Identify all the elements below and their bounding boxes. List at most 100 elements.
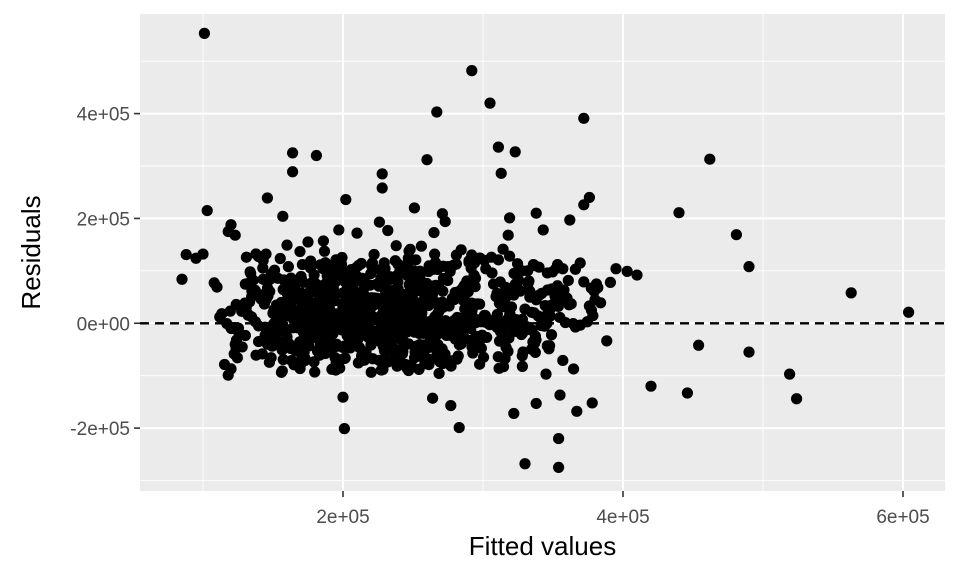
residual-point	[408, 296, 421, 308]
residual-point	[315, 295, 327, 307]
residual-point	[375, 364, 387, 376]
residual-point	[540, 368, 552, 380]
residual-point	[337, 341, 349, 354]
residual-point	[231, 352, 243, 364]
residual-point	[294, 245, 306, 258]
residual-point	[693, 339, 705, 351]
residual-point	[397, 335, 410, 347]
residual-point	[366, 292, 378, 304]
residual-point	[385, 337, 397, 350]
residual-point	[604, 276, 617, 288]
residual-point	[263, 336, 276, 348]
residual-point	[445, 360, 457, 372]
residual-point	[673, 207, 685, 219]
residual-point	[278, 322, 291, 335]
residual-point	[299, 341, 311, 354]
residual-point	[229, 229, 241, 241]
residual-point	[242, 309, 254, 321]
residual-point	[493, 362, 505, 374]
residual-point	[404, 243, 416, 255]
residual-point	[328, 288, 340, 301]
residual-point	[373, 216, 385, 228]
residual-point	[282, 261, 294, 273]
residual-point	[263, 356, 276, 368]
residual-point	[532, 310, 544, 322]
residual-point	[379, 271, 391, 283]
plot-panel	[140, 14, 945, 491]
residual-point	[176, 273, 188, 285]
residual-point	[453, 421, 465, 434]
residual-point	[290, 316, 303, 329]
residual-point	[396, 348, 409, 360]
residual-point	[562, 274, 574, 287]
residual-point	[180, 248, 192, 261]
residual-point	[553, 432, 565, 445]
residual-point	[299, 354, 311, 367]
residual-point	[432, 280, 445, 292]
residual-point	[342, 317, 354, 329]
residual-point	[463, 256, 475, 269]
residual-point	[336, 287, 349, 299]
residual-point	[302, 328, 314, 340]
residual-point	[445, 399, 457, 412]
residual-point	[356, 272, 368, 284]
residual-point	[553, 461, 565, 474]
residual-point	[287, 166, 299, 178]
residual-point	[578, 112, 590, 124]
residual-point	[592, 282, 604, 294]
residual-point	[379, 263, 391, 275]
residual-point	[407, 265, 420, 277]
residual-point	[845, 287, 857, 299]
residual-point	[211, 281, 223, 293]
residual-point	[530, 207, 542, 219]
residual-point	[466, 341, 478, 353]
residual-point	[784, 368, 796, 380]
residual-point	[216, 308, 228, 320]
y-tick-label: 4e+05	[77, 105, 130, 126]
residual-point	[533, 261, 545, 273]
residual-point	[537, 224, 549, 236]
residual-point	[464, 321, 476, 334]
residual-point	[545, 329, 558, 341]
residual-point	[391, 360, 403, 372]
residual-point	[391, 286, 404, 298]
residual-point	[571, 405, 583, 417]
residual-point	[275, 366, 288, 378]
x-tick-label: 4e+05	[596, 507, 649, 528]
residual-point	[390, 240, 402, 252]
residual-point	[225, 363, 237, 375]
residual-point	[450, 249, 462, 261]
residual-point	[364, 279, 376, 291]
residual-point	[261, 192, 273, 204]
residual-point	[382, 224, 394, 237]
residual-point	[529, 346, 541, 358]
residual-point	[236, 301, 248, 313]
y-tick-label: 0e+00	[77, 314, 130, 335]
residual-point	[681, 387, 694, 399]
residual-point	[509, 278, 521, 291]
residual-point	[621, 265, 633, 277]
residual-point	[239, 329, 251, 342]
residual-point	[509, 146, 521, 158]
residual-point	[730, 229, 743, 241]
residual-point	[283, 338, 295, 350]
residual-point	[455, 338, 467, 350]
residual-point	[517, 346, 529, 358]
residual-point	[365, 339, 377, 351]
residual-point	[296, 258, 308, 271]
x-tick-label: 6e+05	[876, 507, 929, 528]
residual-point	[557, 263, 569, 275]
residual-point	[284, 301, 297, 313]
residual-point	[567, 363, 580, 375]
residual-point	[519, 303, 531, 315]
residual-point	[431, 106, 443, 118]
residual-point	[500, 285, 512, 297]
residual-point	[466, 65, 478, 77]
residual-point	[340, 193, 352, 206]
x-axis-title: Fitted values	[469, 531, 616, 561]
residual-point	[494, 276, 506, 288]
residual-point	[704, 153, 716, 165]
y-axis-title: Residuals	[16, 195, 46, 309]
residual-point	[277, 353, 289, 366]
residual-point	[423, 292, 435, 304]
